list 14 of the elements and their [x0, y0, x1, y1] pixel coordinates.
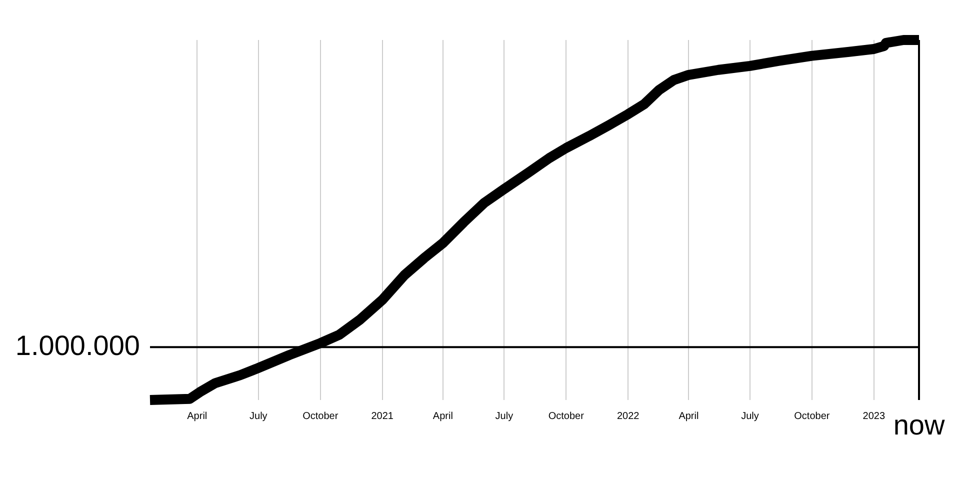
x-tick-label: April: [187, 410, 208, 422]
x-tick-label: October: [302, 410, 339, 422]
x-tick-label: 2023: [862, 410, 886, 422]
x-tick-label: April: [432, 410, 453, 422]
x-tick-label: July: [741, 410, 759, 422]
x-tick-label: October: [548, 410, 585, 422]
x-tick-label: July: [250, 410, 268, 422]
x-tick-label: July: [495, 410, 514, 422]
ref-line-label: now: [893, 410, 946, 441]
x-tick-label: April: [678, 410, 699, 422]
x-tick-label: October: [794, 410, 830, 422]
x-tick-label: 2022: [616, 410, 640, 422]
text: 1.000.000: [15, 330, 140, 361]
x-tick-label: 2021: [371, 410, 394, 422]
